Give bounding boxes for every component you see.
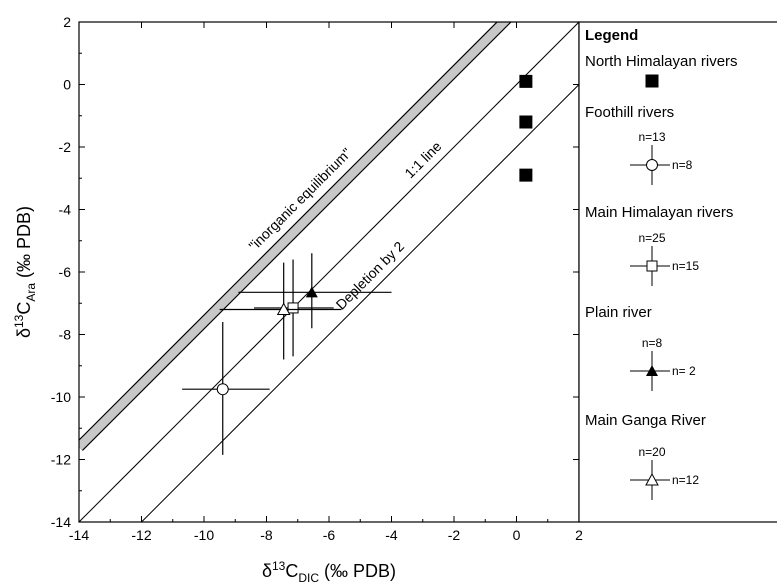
series-point (254, 259, 334, 357)
legend-title: Legend (585, 27, 638, 44)
x-axis-title: δ13CDIC (‰ PDB) (262, 559, 396, 585)
series-point (182, 322, 270, 455)
line-annotations: "inorganic equilibrium" 1:1 line Depletion… (245, 138, 444, 313)
legend-n-y: n=8 (642, 336, 663, 350)
data-marker (519, 74, 533, 88)
y-tick-label: 0 (63, 77, 71, 93)
legend-n-y: n=25 (638, 231, 665, 245)
data-marker (519, 168, 533, 182)
reference-line-1 (79, 22, 579, 522)
y-tick-label: -2 (59, 139, 72, 155)
legend-n-y: n=13 (638, 130, 665, 144)
x-tick-label: -10 (194, 527, 214, 543)
reference-line-2 (140, 84, 579, 522)
y-tick-label: -12 (51, 452, 71, 468)
series-point (219, 262, 342, 360)
data-marker (287, 302, 299, 314)
x-tick-label: 0 (513, 527, 521, 543)
legend-label: Main Himalayan rivers (585, 204, 733, 221)
legend: Legend North Himalayan rivers Foothill ri… (578, 21, 777, 523)
inorganic-equilibrium-band (79, 22, 511, 451)
legend-item: North Himalayan rivers (585, 53, 738, 88)
x-tick-label: -6 (323, 527, 336, 543)
x-tick-label: -2 (448, 527, 461, 543)
legend-n-x: n= 2 (672, 364, 696, 378)
legend-n-x: n=12 (672, 473, 699, 487)
y-tick-label: 2 (63, 14, 71, 30)
axis-ticks: -14 -12 -10 -8 -6 -4 -2 0 2 2 0 -2 -4 -6 -8 -10 -12 -14 (51, 14, 583, 543)
x-tick-label: -8 (260, 527, 273, 543)
legend-item: Main Himalayan rivers n=25 n=15 (585, 204, 733, 286)
legend-item: Main Ganga River n=20 n=12 (585, 412, 706, 500)
legend-marker (645, 472, 659, 486)
series-point (519, 74, 533, 88)
line-label: "inorganic equilibrium" (245, 145, 354, 254)
series-point (519, 115, 533, 129)
legend-marker (646, 365, 658, 376)
legend-marker (646, 159, 658, 171)
data-marker (216, 383, 229, 396)
series-point (238, 253, 392, 329)
legend-n-y: n=20 (638, 445, 665, 459)
data-markers (182, 74, 533, 455)
data-marker (305, 286, 318, 298)
inorganic-equilibrium-band-edge (79, 22, 512, 451)
reference-lines (79, 22, 579, 522)
y-tick-label: -14 (51, 514, 71, 530)
y-tick-label: -6 (59, 264, 72, 280)
legend-item: Plain river n=8 n= 2 (585, 304, 696, 391)
x-tick-label: 2 (575, 527, 583, 543)
legend-frame (578, 21, 777, 523)
x-tick-label: -12 (131, 527, 151, 543)
legend-label: Plain river (585, 304, 652, 321)
y-axis-title: δ13CAra (‰ PDB) (12, 206, 38, 338)
x-tick-label: -14 (69, 527, 89, 543)
line-label: Depletion by 2 (333, 238, 408, 313)
legend-n-x: n=15 (672, 259, 699, 273)
y-tick-label: -4 (59, 202, 72, 218)
legend-label: Main Ganga River (585, 412, 706, 429)
data-marker (276, 302, 291, 315)
legend-label: Foothill rivers (585, 104, 674, 121)
legend-label: North Himalayan rivers (585, 53, 738, 70)
legend-n-x: n=8 (672, 158, 693, 172)
legend-item: Foothill rivers n=13 n=8 (585, 104, 693, 185)
line-label: 1:1 line (401, 138, 444, 181)
data-marker (519, 115, 533, 129)
y-tick-label: -8 (59, 327, 72, 343)
x-tick-label: -4 (385, 527, 398, 543)
legend-marker (646, 260, 658, 272)
series-point (519, 168, 533, 182)
legend-marker (645, 74, 659, 88)
y-tick-label: -10 (51, 389, 71, 405)
